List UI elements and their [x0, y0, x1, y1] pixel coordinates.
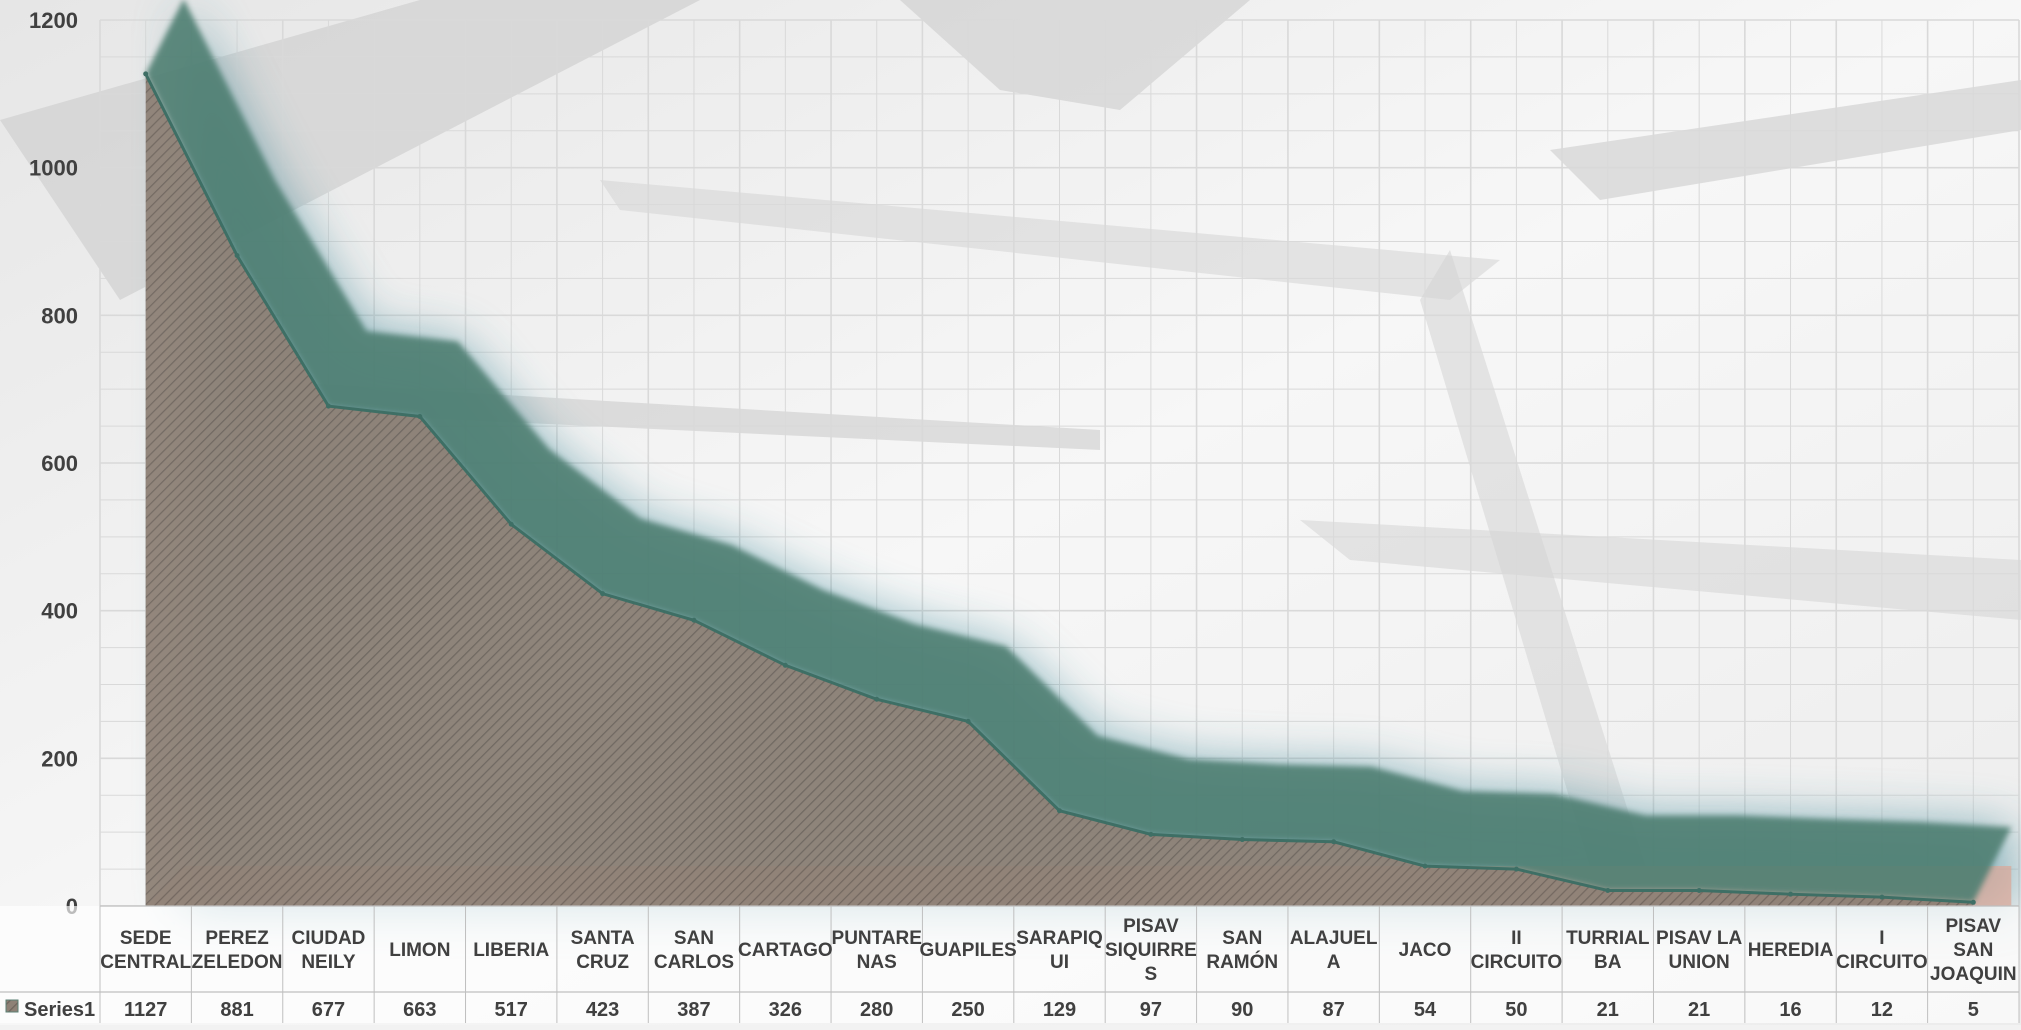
- data-point: [783, 663, 788, 668]
- data-point: [1788, 892, 1793, 897]
- data-point: [235, 253, 240, 258]
- value-label: 90: [1231, 999, 1253, 1021]
- series-name: Series1: [24, 999, 95, 1021]
- value-label: 97: [1140, 999, 1162, 1021]
- value-label: 423: [586, 999, 619, 1021]
- value-label: 677: [312, 999, 345, 1021]
- value-label: 87: [1323, 999, 1345, 1021]
- value-label: 1127: [124, 999, 167, 1021]
- data-point: [691, 618, 696, 623]
- category-label: GUAPILES: [920, 940, 1017, 961]
- y-tick-label: 600: [41, 451, 78, 476]
- data-point: [1514, 867, 1519, 872]
- value-label: 663: [403, 999, 436, 1021]
- value-label: 21: [1688, 999, 1710, 1021]
- value-label: 12: [1871, 999, 1893, 1021]
- value-label: 5: [1968, 999, 1979, 1021]
- data-point: [1605, 888, 1610, 893]
- category-label: LIBERIA: [473, 940, 549, 961]
- value-label: 50: [1505, 999, 1527, 1021]
- data-point: [1331, 839, 1336, 844]
- data-point: [1423, 864, 1428, 869]
- data-point: [1057, 808, 1062, 813]
- y-tick-label: 200: [41, 746, 78, 771]
- category-label: CARTAGO: [738, 940, 833, 961]
- data-point: [1240, 837, 1245, 842]
- legend-key: [6, 1000, 18, 1012]
- value-label: 280: [860, 999, 893, 1021]
- data-point: [417, 414, 422, 419]
- y-tick-label: 1200: [29, 8, 78, 33]
- value-label: 21: [1597, 999, 1619, 1021]
- data-point: [509, 522, 514, 527]
- data-point: [966, 719, 971, 724]
- value-label: 129: [1043, 999, 1076, 1021]
- category-label: HEREDIA: [1748, 940, 1834, 961]
- data-point: [1697, 888, 1702, 893]
- value-label: 54: [1414, 999, 1437, 1021]
- category-label: JACO: [1399, 940, 1452, 961]
- value-label: 517: [495, 999, 528, 1021]
- data-point: [874, 697, 879, 702]
- value-label: 881: [220, 999, 253, 1021]
- category-label: LIMON: [389, 940, 450, 961]
- data-point: [326, 404, 331, 409]
- value-label: 16: [1779, 999, 1801, 1021]
- value-label: 387: [677, 999, 710, 1021]
- data-point: [600, 591, 605, 596]
- data-point: [143, 71, 148, 76]
- value-label: 250: [951, 999, 984, 1021]
- y-tick-label: 800: [41, 303, 78, 328]
- y-tick-label: 400: [41, 599, 78, 624]
- data-point: [1879, 895, 1884, 900]
- data-point: [1971, 900, 1976, 905]
- data-point: [1148, 832, 1153, 837]
- value-label: 326: [769, 999, 802, 1021]
- y-tick-label: 1000: [29, 156, 78, 181]
